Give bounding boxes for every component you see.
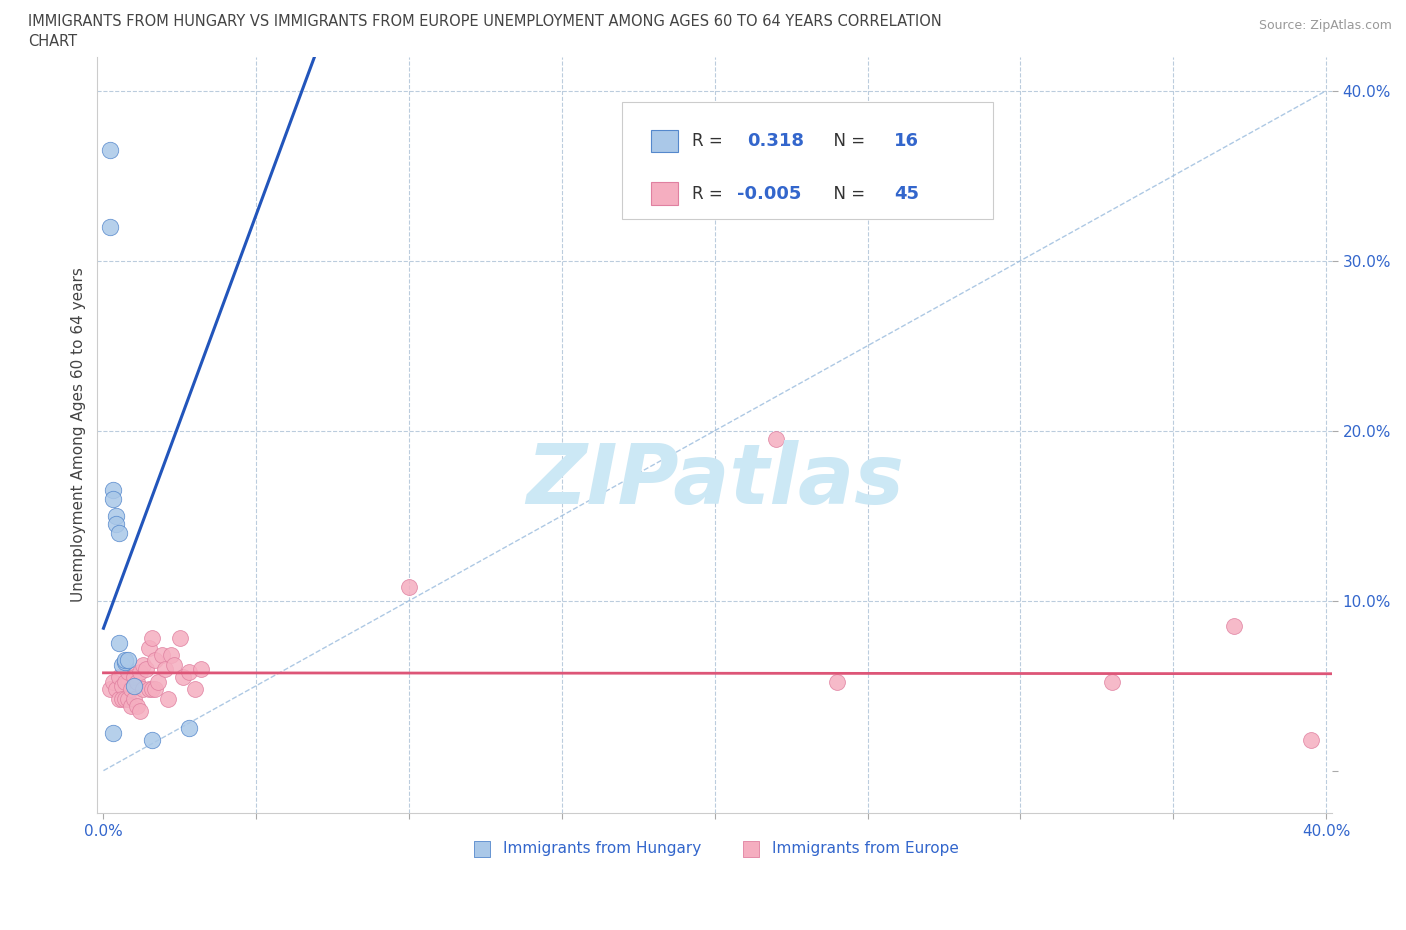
Bar bbox=[651, 182, 678, 206]
Point bbox=[117, 653, 139, 668]
Point bbox=[120, 682, 142, 697]
Text: Source: ZipAtlas.com: Source: ZipAtlas.com bbox=[1258, 19, 1392, 32]
Point bbox=[104, 509, 127, 524]
Point bbox=[104, 517, 127, 532]
Point bbox=[825, 675, 848, 690]
Point bbox=[98, 682, 121, 697]
Point bbox=[132, 658, 155, 672]
Y-axis label: Unemployment Among Ages 60 to 64 years: Unemployment Among Ages 60 to 64 years bbox=[72, 268, 86, 603]
Point bbox=[107, 525, 129, 540]
Point bbox=[129, 665, 152, 680]
Point bbox=[1299, 733, 1322, 748]
Point bbox=[159, 647, 181, 662]
Point bbox=[101, 491, 124, 506]
Point bbox=[129, 704, 152, 719]
Point bbox=[114, 653, 136, 668]
Point bbox=[145, 682, 167, 697]
Point bbox=[107, 636, 129, 651]
Point bbox=[184, 682, 207, 697]
Text: CHART: CHART bbox=[28, 34, 77, 49]
Text: 0.318: 0.318 bbox=[747, 132, 804, 150]
Point bbox=[148, 675, 170, 690]
Text: 45: 45 bbox=[894, 185, 918, 203]
Point bbox=[117, 692, 139, 707]
Point bbox=[111, 678, 134, 693]
Text: 16: 16 bbox=[894, 132, 918, 150]
Point bbox=[125, 698, 148, 713]
Point bbox=[398, 579, 420, 594]
Point bbox=[111, 692, 134, 707]
Point bbox=[765, 432, 787, 446]
Point bbox=[101, 675, 124, 690]
Point bbox=[107, 692, 129, 707]
Point bbox=[150, 647, 173, 662]
Point bbox=[101, 725, 124, 740]
Point bbox=[190, 661, 212, 676]
Point bbox=[172, 670, 194, 684]
Point bbox=[98, 143, 121, 158]
Point bbox=[122, 670, 145, 684]
Point bbox=[107, 670, 129, 684]
Point bbox=[101, 483, 124, 498]
Point bbox=[111, 658, 134, 672]
FancyBboxPatch shape bbox=[621, 102, 993, 219]
Point bbox=[156, 692, 179, 707]
Point bbox=[169, 631, 191, 645]
Point bbox=[177, 721, 200, 736]
Point bbox=[117, 665, 139, 680]
Point bbox=[153, 661, 176, 676]
Point bbox=[114, 655, 136, 670]
Point bbox=[122, 678, 145, 693]
Text: -0.005: -0.005 bbox=[737, 185, 801, 203]
Point bbox=[141, 631, 163, 645]
Point bbox=[163, 658, 186, 672]
Point bbox=[141, 733, 163, 748]
Text: N =: N = bbox=[824, 185, 870, 203]
Point bbox=[122, 692, 145, 707]
Point bbox=[1101, 675, 1123, 690]
Point bbox=[135, 661, 157, 676]
Point bbox=[120, 698, 142, 713]
Bar bbox=[651, 130, 678, 153]
Legend: Immigrants from Hungary, Immigrants from Europe: Immigrants from Hungary, Immigrants from… bbox=[465, 835, 965, 862]
Text: N =: N = bbox=[824, 132, 870, 150]
Point bbox=[98, 219, 121, 234]
Point bbox=[177, 665, 200, 680]
Point bbox=[1223, 618, 1246, 633]
Point bbox=[132, 682, 155, 697]
Point bbox=[125, 675, 148, 690]
Point bbox=[138, 641, 160, 656]
Text: ZIPatlas: ZIPatlas bbox=[526, 440, 904, 521]
Point bbox=[138, 682, 160, 697]
Point bbox=[114, 692, 136, 707]
Text: R =: R = bbox=[693, 185, 728, 203]
Point bbox=[114, 675, 136, 690]
Point bbox=[141, 682, 163, 697]
Text: R =: R = bbox=[693, 132, 728, 150]
Point bbox=[104, 682, 127, 697]
Point bbox=[145, 653, 167, 668]
Text: IMMIGRANTS FROM HUNGARY VS IMMIGRANTS FROM EUROPE UNEMPLOYMENT AMONG AGES 60 TO : IMMIGRANTS FROM HUNGARY VS IMMIGRANTS FR… bbox=[28, 14, 942, 29]
